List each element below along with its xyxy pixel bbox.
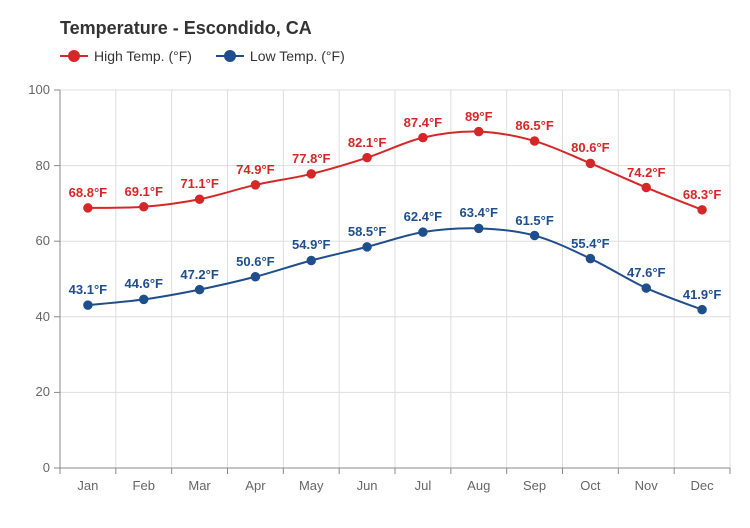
xtick-label: Feb <box>116 478 172 493</box>
data-label-low: 61.5°F <box>515 213 553 228</box>
xtick-label: Sep <box>507 478 563 493</box>
xtick-label: Apr <box>228 478 284 493</box>
series-marker-low <box>251 273 259 281</box>
ytick-label: 20 <box>36 384 50 399</box>
ytick-label: 80 <box>36 158 50 173</box>
series-marker-high <box>475 128 483 136</box>
series-marker-low <box>84 301 92 309</box>
series-marker-high <box>84 204 92 212</box>
series-marker-low <box>475 224 483 232</box>
data-label-high: 82.1°F <box>348 135 386 150</box>
chart-svg <box>0 0 750 528</box>
series-marker-low <box>531 232 539 240</box>
data-label-high: 86.5°F <box>515 118 553 133</box>
series-marker-high <box>642 184 650 192</box>
data-label-high: 74.9°F <box>236 162 274 177</box>
series-marker-low <box>196 286 204 294</box>
data-label-high: 87.4°F <box>404 115 442 130</box>
series-marker-low <box>419 228 427 236</box>
data-label-low: 55.4°F <box>571 236 609 251</box>
xtick-label: May <box>283 478 339 493</box>
data-label-low: 63.4°F <box>460 205 498 220</box>
data-label-high: 68.3°F <box>683 187 721 202</box>
xtick-label: Jul <box>395 478 451 493</box>
series-marker-low <box>586 255 594 263</box>
data-label-high: 80.6°F <box>571 140 609 155</box>
ytick-label: 60 <box>36 233 50 248</box>
xtick-label: Jan <box>60 478 116 493</box>
series-marker-high <box>419 134 427 142</box>
ytick-label: 40 <box>36 309 50 324</box>
xtick-label: Jun <box>339 478 395 493</box>
data-label-low: 47.2°F <box>180 267 218 282</box>
series-marker-high <box>586 159 594 167</box>
series-marker-low <box>140 295 148 303</box>
temperature-chart: Temperature - Escondido, CA High Temp. (… <box>0 0 750 528</box>
xtick-label: Nov <box>618 478 674 493</box>
data-label-low: 44.6°F <box>125 276 163 291</box>
data-label-high: 77.8°F <box>292 151 330 166</box>
series-marker-high <box>363 154 371 162</box>
data-label-low: 62.4°F <box>404 209 442 224</box>
series-marker-high <box>531 137 539 145</box>
xtick-label: Aug <box>451 478 507 493</box>
data-label-high: 68.8°F <box>69 185 107 200</box>
data-label-low: 41.9°F <box>683 287 721 302</box>
series-marker-low <box>698 306 706 314</box>
ytick-label: 0 <box>43 460 50 475</box>
ytick-label: 100 <box>28 82 50 97</box>
series-marker-high <box>251 181 259 189</box>
data-label-low: 58.5°F <box>348 224 386 239</box>
series-marker-low <box>642 284 650 292</box>
series-marker-high <box>196 195 204 203</box>
xtick-label: Mar <box>172 478 228 493</box>
xtick-label: Dec <box>674 478 730 493</box>
data-label-high: 71.1°F <box>180 176 218 191</box>
data-label-high: 74.2°F <box>627 165 665 180</box>
xtick-label: Oct <box>563 478 619 493</box>
data-label-high: 89°F <box>465 109 493 124</box>
series-marker-low <box>307 256 315 264</box>
data-label-low: 50.6°F <box>236 254 274 269</box>
series-marker-high <box>307 170 315 178</box>
data-label-low: 54.9°F <box>292 237 330 252</box>
series-marker-high <box>698 206 706 214</box>
series-marker-low <box>363 243 371 251</box>
data-label-low: 47.6°F <box>627 265 665 280</box>
data-label-low: 43.1°F <box>69 282 107 297</box>
series-marker-high <box>140 203 148 211</box>
data-label-high: 69.1°F <box>125 184 163 199</box>
